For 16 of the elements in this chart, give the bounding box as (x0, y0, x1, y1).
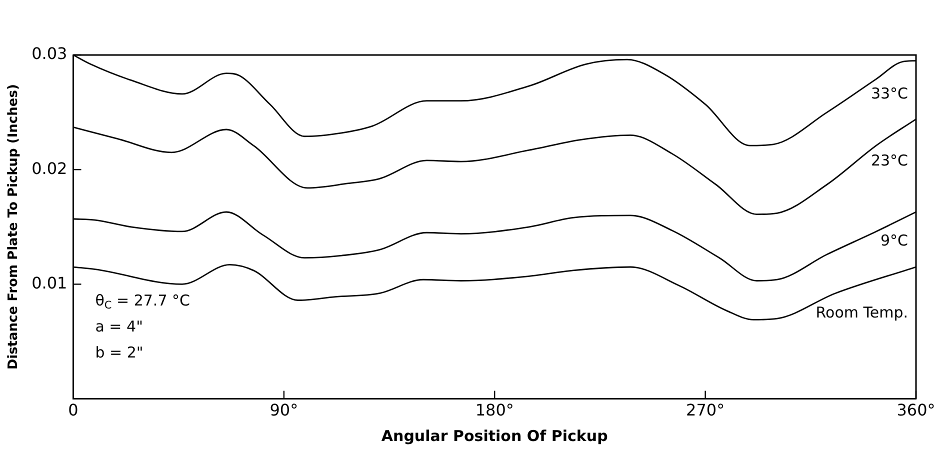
series-label: Room Temp. (816, 304, 908, 322)
y-tick-label: 0.03 (32, 44, 68, 64)
annotation: a = 4" (95, 317, 143, 336)
x-tick-label: 0 (68, 400, 78, 420)
series-label: 33°C (870, 84, 908, 103)
x-tick-label: 270° (686, 400, 725, 420)
x-tick-label: 90° (270, 400, 298, 420)
y-tick-label: 0.02 (32, 158, 68, 178)
x-axis-title: Angular Position Of Pickup (381, 426, 608, 445)
annotation: b = 2" (95, 343, 144, 362)
y-axis-title: Distance From Plate To Pickup (Inches) (6, 84, 22, 370)
y-tick-label: 0.01 (32, 273, 68, 292)
x-tick-label: 360° (896, 400, 936, 420)
series-label: 23°C (870, 152, 908, 170)
series-label: 9°C (880, 231, 908, 250)
x-tick-label: 180° (475, 400, 514, 420)
